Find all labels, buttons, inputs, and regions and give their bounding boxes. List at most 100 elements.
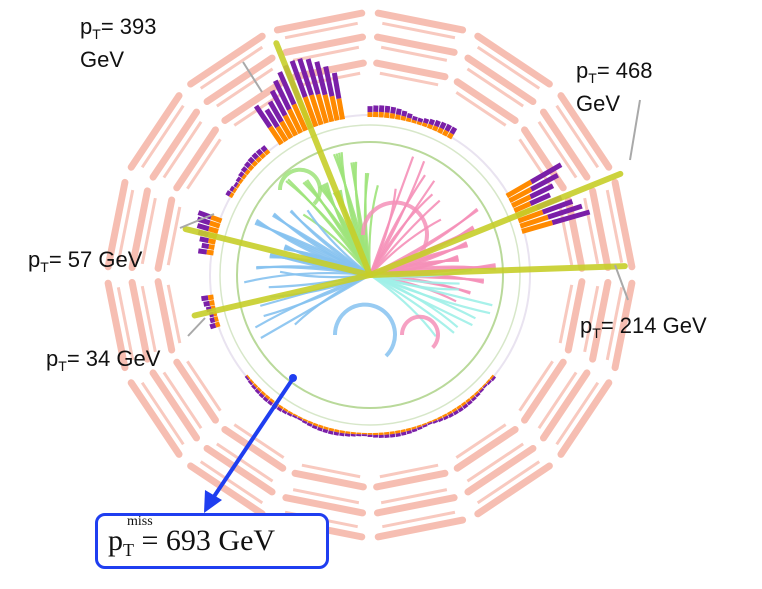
muon-chamber-segment xyxy=(557,379,613,458)
em-deposit xyxy=(400,429,406,433)
em-deposit xyxy=(411,426,417,430)
hadronic-deposit xyxy=(209,317,216,324)
muon-chamber-segment xyxy=(166,206,182,266)
em-deposit xyxy=(275,125,289,143)
hadronic-deposit xyxy=(453,409,459,416)
em-deposit xyxy=(519,214,549,229)
muon-chamber-segment xyxy=(292,45,360,62)
em-deposit xyxy=(235,183,241,189)
muon-chamber-segment xyxy=(373,494,458,517)
muon-chamber-segment xyxy=(128,187,151,272)
muon-chamber-segment xyxy=(173,358,219,424)
hadronic-deposit xyxy=(411,428,418,433)
hadronic-deposit xyxy=(547,203,583,220)
muon-chamber-segment xyxy=(140,197,157,265)
hadronic-deposit xyxy=(251,152,259,160)
muon-chamber-segment xyxy=(379,71,439,87)
em-deposit xyxy=(287,410,294,415)
muon-chamber-segment xyxy=(221,78,287,124)
em-deposit xyxy=(259,152,267,160)
em-deposit xyxy=(302,96,319,128)
muon-chamber-segment xyxy=(374,9,467,34)
hadronic-deposit xyxy=(384,105,391,113)
em-deposit xyxy=(307,420,314,425)
label-leader-lines xyxy=(179,61,641,337)
hadronic-deposit xyxy=(449,126,458,135)
muon-chamber-segment xyxy=(380,488,448,505)
hadronic-deposit xyxy=(291,414,298,419)
hadronic-deposit xyxy=(406,430,412,435)
muon-chamber-segment xyxy=(104,279,129,372)
muon-chamber-segment xyxy=(464,54,537,106)
muon-chamber-segment xyxy=(116,189,135,263)
em-deposit xyxy=(246,374,251,380)
muon-chamber-segment xyxy=(374,516,467,541)
hadronic-deposit xyxy=(333,431,340,436)
em-deposit xyxy=(208,220,221,229)
muon-chamber-segment xyxy=(186,138,222,190)
em-deposit xyxy=(441,129,449,137)
em-deposit xyxy=(421,122,428,128)
em-deposit xyxy=(384,112,390,119)
hadronic-deposit xyxy=(422,117,430,124)
em-deposit xyxy=(209,299,215,306)
hadronic-deposit xyxy=(203,300,211,307)
muon-chamber-segment xyxy=(154,196,176,272)
em-deposit xyxy=(282,407,289,413)
muon-chamber-segment xyxy=(154,278,176,354)
hadronic-deposit xyxy=(196,223,210,232)
muon-chamber-segment xyxy=(583,285,600,353)
muon-chamber-segment xyxy=(539,108,591,181)
muon-chamber-segment xyxy=(282,494,367,517)
muon-chamber-segment xyxy=(589,278,612,363)
muon-chamber-segment xyxy=(162,121,203,179)
hadronic-deposit xyxy=(486,379,492,386)
muon-chamber-segment xyxy=(453,426,519,472)
hadronic-deposit xyxy=(306,422,313,427)
hadronic-deposit xyxy=(258,392,265,399)
hadronic-deposit xyxy=(444,123,452,132)
muon-chamber-segment xyxy=(464,444,537,496)
em-deposit xyxy=(208,226,219,234)
hadronic-deposit xyxy=(209,322,217,330)
muon-chamber-segment xyxy=(373,59,449,81)
label-jet-393: pT= 393 GeV xyxy=(80,14,157,72)
looping-track xyxy=(332,302,397,358)
em-deposit xyxy=(269,397,275,404)
em-deposit xyxy=(416,424,422,428)
em-deposit xyxy=(441,413,448,418)
em-deposit xyxy=(394,114,401,120)
hadronic-deposit xyxy=(439,121,447,130)
em-deposit xyxy=(260,390,267,397)
muon-chamber-segment xyxy=(476,45,541,90)
em-deposit xyxy=(431,418,438,422)
muon-chamber-segment xyxy=(380,45,448,62)
em-deposit xyxy=(437,415,443,420)
muon-chamber-segment xyxy=(301,463,361,479)
hadronic-deposit xyxy=(297,57,314,96)
em-deposit xyxy=(521,220,554,234)
em-deposit xyxy=(297,415,303,420)
muon-chamber-segment xyxy=(382,510,456,529)
muon-chamber-segment xyxy=(116,287,135,361)
em-deposit xyxy=(426,123,434,130)
muon-chamber-segment xyxy=(557,92,613,171)
em-deposit xyxy=(421,422,427,426)
em-deposit xyxy=(446,410,453,416)
hadronic-deposit xyxy=(433,119,441,128)
hadronic-deposit xyxy=(443,415,449,421)
muon-chamber-segment xyxy=(611,178,636,271)
muon-chamber-segment xyxy=(379,463,439,479)
jet-axis xyxy=(182,226,373,278)
hadronic-deposit xyxy=(286,412,293,417)
em-deposit xyxy=(268,125,284,146)
hadronic-deposit xyxy=(314,61,328,96)
muon-chamber-segment xyxy=(216,442,274,483)
em-deposit xyxy=(485,378,491,384)
em-deposit xyxy=(405,117,412,123)
em-deposit xyxy=(213,316,219,322)
muon-chamber-segment xyxy=(203,54,276,106)
hadronic-deposit xyxy=(197,248,208,255)
em-deposit xyxy=(469,394,475,400)
